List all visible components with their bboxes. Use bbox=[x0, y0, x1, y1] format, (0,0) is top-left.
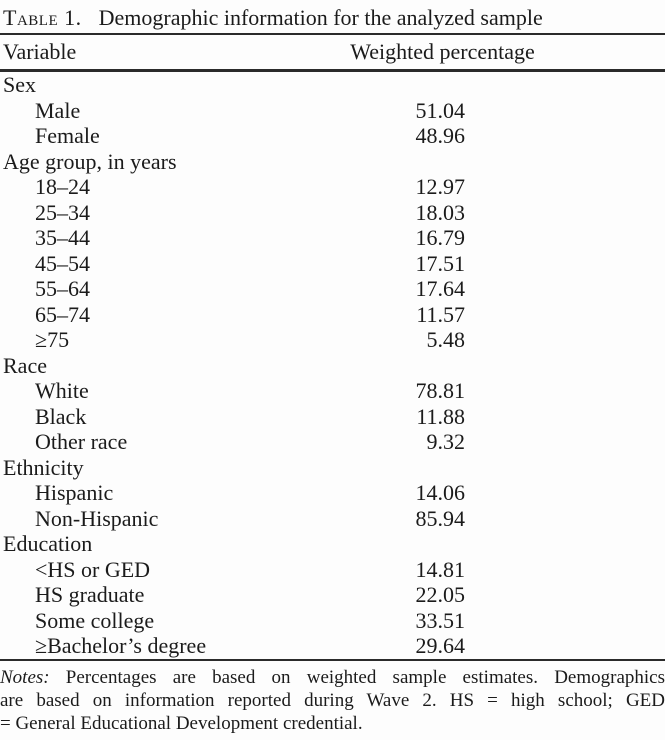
table-row: White 78.81 bbox=[0, 378, 665, 404]
row-value: 29.64 bbox=[415, 633, 466, 658]
row-label-sub: ≥Bachelor’s degree bbox=[35, 633, 207, 658]
row-label-sub: Hispanic bbox=[35, 480, 114, 505]
table-title-text: Demographic information for the analyzed… bbox=[98, 5, 543, 30]
row-label-category: Race bbox=[3, 352, 47, 378]
table-row: ≥75 5.48 bbox=[0, 327, 665, 353]
table-row: Age group, in years bbox=[0, 149, 665, 175]
row-label-sub: <HS or GED bbox=[35, 556, 151, 582]
row-label-sub: 25–34 bbox=[35, 199, 90, 225]
table-row: Hispanic 14.06 bbox=[0, 480, 665, 506]
row-value: 12.97 bbox=[415, 174, 466, 199]
table-row: HS graduate 22.05 bbox=[0, 582, 665, 608]
table-number-label: Table 1. bbox=[3, 5, 82, 30]
row-value: 51.04 bbox=[415, 97, 466, 123]
row-label-sub: White bbox=[35, 378, 89, 403]
table-header: Variable Weighted percentage bbox=[0, 34, 665, 72]
table-row: Female 48.96 bbox=[0, 123, 665, 149]
table-row: 55–64 17.64 bbox=[0, 276, 665, 302]
row-value: 14.06 bbox=[415, 480, 466, 505]
row-value: 17.64 bbox=[415, 276, 466, 301]
row-value: 33.51 bbox=[415, 607, 466, 633]
table-row: Some college 33.51 bbox=[0, 608, 665, 634]
notes-line-text: Percentages are based on weighted sample… bbox=[65, 666, 665, 688]
table-row: Ethnicity bbox=[0, 455, 665, 481]
row-label-category: Ethnicity bbox=[3, 454, 84, 480]
row-label-sub: HS graduate bbox=[35, 582, 145, 607]
table-row: ≥Bachelor’s degree 29.64 bbox=[0, 633, 665, 660]
row-label-sub: Non-Hispanic bbox=[35, 505, 159, 531]
row-label-sub: Some college bbox=[35, 607, 155, 633]
row-value bbox=[220, 531, 665, 557]
row-value bbox=[220, 455, 665, 481]
table-row: Other race 9.32 bbox=[0, 429, 665, 455]
row-label-sub: 18–24 bbox=[35, 174, 90, 199]
column-header-variable: Variable bbox=[0, 34, 220, 72]
row-value: 11.57 bbox=[416, 301, 465, 327]
column-header-weighted-percentage: Weighted percentage bbox=[220, 34, 665, 72]
demographics-table: Variable Weighted percentage Sex Male 51.0… bbox=[0, 33, 665, 661]
row-label-sub: Male bbox=[35, 97, 81, 123]
row-value: 18.03 bbox=[415, 199, 466, 225]
row-label-category: Education bbox=[3, 531, 93, 556]
row-value: 14.81 bbox=[415, 556, 466, 582]
row-value: 48.96 bbox=[415, 123, 466, 148]
row-label-sub: 55–64 bbox=[35, 276, 90, 301]
row-label-sub: 65–74 bbox=[35, 301, 90, 327]
row-value: 11.88 bbox=[416, 403, 465, 429]
table-row: <HS or GED 14.81 bbox=[0, 557, 665, 583]
notes-line: = General Educational Development creden… bbox=[0, 712, 363, 734]
row-label-category: Age group, in years bbox=[3, 148, 177, 174]
row-value: 78.81 bbox=[415, 378, 466, 403]
row-value: 9.32 bbox=[426, 429, 466, 454]
table-row: 45–54 17.51 bbox=[0, 251, 665, 277]
row-label-sub: 45–54 bbox=[35, 250, 90, 276]
row-value: 5.48 bbox=[426, 327, 466, 352]
table-row: Non-Hispanic 85.94 bbox=[0, 506, 665, 532]
table-body: Sex Male 51.04 Female 48.96 Age group, in yea… bbox=[0, 71, 665, 660]
row-value: 17.51 bbox=[415, 250, 466, 276]
row-label-sub: 35–44 bbox=[35, 225, 90, 250]
header-row: Variable Weighted percentage bbox=[0, 34, 665, 72]
table-title: Table 1. Demographic information for the … bbox=[0, 0, 665, 33]
table-notes: Notes: Percentages are based on weighted… bbox=[0, 666, 665, 735]
row-label-sub: Black bbox=[35, 403, 87, 429]
row-label-sub: Other race bbox=[35, 429, 128, 454]
notes-line: Notes: Percentages are based on weighted… bbox=[0, 666, 665, 689]
row-label-sub: Female bbox=[35, 123, 100, 148]
table-row: Sex bbox=[0, 71, 665, 98]
row-value: 85.94 bbox=[415, 505, 466, 531]
table-row: Black 11.88 bbox=[0, 404, 665, 430]
row-label-category: Sex bbox=[3, 72, 36, 97]
row-label-sub: ≥75 bbox=[35, 327, 70, 352]
row-value: 16.79 bbox=[415, 225, 466, 250]
table-row: 35–44 16.79 bbox=[0, 225, 665, 251]
row-value: 22.05 bbox=[415, 582, 466, 607]
table-row: Race bbox=[0, 353, 665, 379]
table-row: 65–74 11.57 bbox=[0, 302, 665, 328]
table-row: 25–34 18.03 bbox=[0, 200, 665, 226]
table-row: Education bbox=[0, 531, 665, 557]
table-row: 18–24 12.97 bbox=[0, 174, 665, 200]
row-value bbox=[220, 149, 665, 175]
notes-line: are based on information reported during… bbox=[0, 689, 665, 711]
row-value bbox=[220, 71, 665, 98]
notes-label: Notes: bbox=[0, 666, 50, 688]
table-row: Male 51.04 bbox=[0, 98, 665, 124]
row-value bbox=[220, 353, 665, 379]
